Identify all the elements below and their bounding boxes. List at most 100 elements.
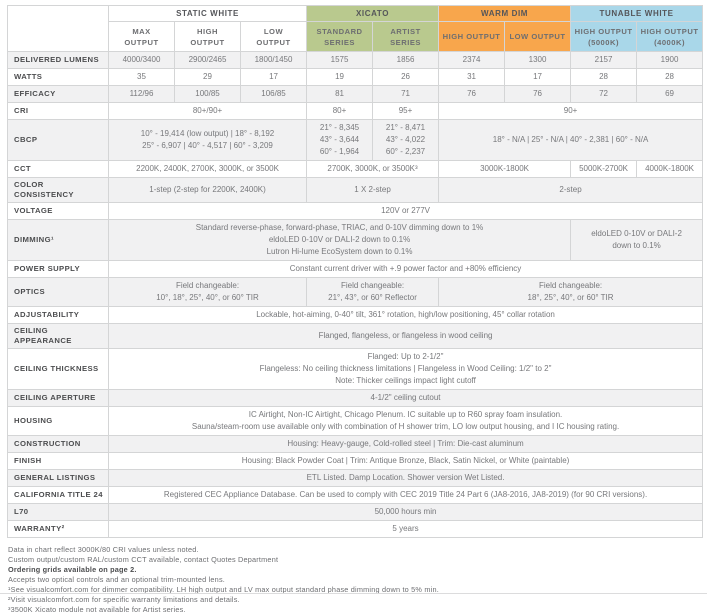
spec-row: COLOR CONSISTENCY 1-step (2-step for 2200… bbox=[7, 177, 704, 203]
spec-cell-line: eldoLED 0-10V or DALI-2 down to 0.1% bbox=[268, 235, 411, 244]
spec-cell: 106/85 bbox=[239, 85, 308, 103]
column-header-line: SERIES bbox=[324, 37, 355, 47]
spec-cell: Flanged, flangeless, or flangeless in wo… bbox=[107, 323, 704, 349]
spec-cell-line: 43° - 3,644 bbox=[319, 135, 360, 144]
row-label: CBCP bbox=[7, 119, 109, 161]
spec-cell: 28 bbox=[636, 68, 704, 86]
spec-cell: ETL Listed. Damp Location. Shower versio… bbox=[107, 469, 704, 487]
spec-cell: 21° - 8,345 43° - 3,644 60° - 1,964 bbox=[306, 119, 374, 161]
spec-cell-line: 21°, 43°, or 60° Reflector bbox=[328, 293, 417, 302]
row-label: OPTICS bbox=[7, 277, 109, 307]
row-label: HOUSING bbox=[7, 406, 109, 436]
spec-cell: 1300 bbox=[504, 51, 572, 69]
spec-cell: 4000/3400 bbox=[108, 51, 175, 69]
row-label: DELIVERED LUMENS bbox=[7, 51, 109, 69]
spec-cell: 100/85 bbox=[174, 85, 241, 103]
spec-cell: 1575 bbox=[306, 51, 374, 69]
footnote-line: ³3500K Xicato module not available for A… bbox=[8, 605, 186, 614]
spec-row: ADJUSTABILITY Lockable, hot-aiming, 0-40°… bbox=[7, 306, 704, 324]
spec-cell: 31 bbox=[438, 68, 506, 86]
footnotes: Data in chart reflect 3000K/80 CRI value… bbox=[7, 545, 701, 615]
spec-cell: 1800/1450 bbox=[239, 51, 308, 69]
spec-cell-line: 60° - 1,964 bbox=[319, 147, 360, 156]
page-bottom-divider bbox=[0, 593, 707, 594]
spec-cell-line: Flanged: Up to 2-1/2" bbox=[367, 352, 444, 361]
spec-cell-line: down to 0.1% bbox=[612, 241, 661, 250]
footnote-line: Data in chart reflect 3000K/80 CRI value… bbox=[8, 545, 199, 554]
spec-cell-line: Lutron Hi-lume EcoSystem down to 0.1% bbox=[266, 247, 413, 256]
spec-cell-line: Field changeable: bbox=[340, 281, 405, 290]
column-header-line: ARTIST bbox=[390, 26, 421, 36]
spec-row: CBCP 10° - 19,414 (low output) | 18° - 8,… bbox=[7, 119, 704, 161]
spec-row: HOUSING IC Airtight, Non-IC Airtight, Chi… bbox=[7, 406, 704, 436]
row-label: CEILING APPEARANCE bbox=[7, 323, 109, 349]
spec-row: DELIVERED LUMENS 4000/3400 2900/2465 1800/1… bbox=[7, 51, 704, 69]
spec-row: CEILING THICKNESS Flanged: Up to 2-1/2" Fl… bbox=[7, 348, 704, 390]
spec-cell-line: 21° - 8,345 bbox=[319, 123, 360, 132]
row-label: CONSTRUCTION bbox=[7, 435, 109, 453]
spec-cell: 2200K, 2400K, 2700K, 3000K, or 3500K bbox=[107, 160, 308, 178]
spec-cell: 69 bbox=[636, 85, 704, 103]
spec-cell: 19 bbox=[306, 68, 374, 86]
footnote-line: Custom output/custom RAL/custom CCT avai… bbox=[8, 555, 279, 564]
spec-cell: 1 X 2-step bbox=[306, 177, 440, 203]
spec-cell: 17 bbox=[239, 68, 308, 86]
group-header-tunable-white: TUNABLE WHITE bbox=[570, 5, 704, 22]
spec-row: DIMMING¹ Standard reverse-phase, forward-… bbox=[7, 219, 704, 261]
spec-row: WARRANTY² 5 years bbox=[7, 520, 704, 538]
column-header: ARTIST SERIES bbox=[372, 21, 440, 52]
spec-cell: 35 bbox=[108, 68, 175, 86]
spec-cell: 5 years bbox=[107, 520, 704, 538]
row-label: WATTS bbox=[7, 68, 109, 86]
spec-cell: 72 bbox=[570, 85, 638, 103]
row-label: L70 bbox=[7, 503, 109, 521]
spec-cell: Standard reverse-phase, forward-phase, T… bbox=[107, 219, 572, 261]
spec-row: CCT 2200K, 2400K, 2700K, 3000K, or 3500K 2… bbox=[7, 160, 704, 178]
spec-cell-line: IC Airtight, Non-IC Airtight, Chicago Pl… bbox=[248, 410, 563, 419]
spec-cell: 4000K-1800K bbox=[636, 160, 704, 178]
column-header: LOW OUTPUT bbox=[504, 21, 572, 52]
spec-cell: 81 bbox=[306, 85, 374, 103]
spec-row: WATTS 35 29 17 19 26 31 17 28 28 bbox=[7, 68, 704, 86]
spec-row: OPTICS Field changeable: 10°, 18°, 25°, 40… bbox=[7, 277, 704, 307]
column-header-line: LOW OUTPUT bbox=[509, 32, 566, 41]
spec-cell: 1900 bbox=[636, 51, 704, 69]
column-header-line: (5000K) bbox=[588, 37, 620, 47]
sub-header-row: MAX OUTPUT HIGH OUTPUT LOW OUTPUT STANDARD SERI… bbox=[8, 21, 704, 52]
spec-cell: 18° - N/A | 25° - N/A | 40° - 2,381 | 60… bbox=[438, 119, 704, 161]
spec-cell: 80+/90+ bbox=[107, 102, 308, 120]
row-label: POWER SUPPLY bbox=[7, 260, 109, 278]
spec-cell-line: 10° - 19,414 (low output) | 18° - 8,192 bbox=[140, 129, 275, 138]
spec-cell: Constant current driver with +.9 power f… bbox=[107, 260, 704, 278]
spec-cell: 90+ bbox=[438, 102, 704, 120]
row-label: CCT bbox=[7, 160, 109, 178]
spec-cell-line: eldoLED 0-10V or DALI-2 bbox=[591, 229, 682, 238]
group-header-xicato: XICATO bbox=[306, 5, 440, 22]
row-label: DIMMING¹ bbox=[7, 219, 109, 261]
column-header: HIGH OUTPUT (5000K) bbox=[570, 21, 638, 52]
row-label: CRI bbox=[7, 102, 109, 120]
spec-row: CEILING APPEARANCE Flanged, flangeless, o… bbox=[7, 323, 704, 349]
row-label: FINISH bbox=[7, 452, 109, 470]
spec-row: CEILING APERTURE 4-1/2" ceiling cutout bbox=[7, 389, 704, 407]
spec-cell: 2900/2465 bbox=[174, 51, 241, 69]
footnote-line: Accepts two optical controls and an opti… bbox=[8, 575, 226, 584]
spec-cell: 29 bbox=[174, 68, 241, 86]
column-header: HIGH OUTPUT (4000K) bbox=[636, 21, 704, 52]
spec-cell: 120V or 277V bbox=[107, 202, 704, 220]
column-header: STANDARD SERIES bbox=[306, 21, 374, 52]
row-label: GENERAL LISTINGS bbox=[7, 469, 109, 487]
spec-cell: 3000K-1800K bbox=[438, 160, 572, 178]
spec-cell: 10° - 19,414 (low output) | 18° - 8,192 2… bbox=[107, 119, 308, 161]
group-header-static-white: STATIC WHITE bbox=[107, 5, 308, 22]
spec-table: STATIC WHITE XICATO WARM DIM TUNABLE WHITE M… bbox=[7, 5, 704, 538]
column-header-line: (4000K) bbox=[654, 37, 686, 47]
column-header-line: LOW bbox=[263, 26, 284, 36]
spec-cell: 2157 bbox=[570, 51, 638, 69]
spec-cell-line: 43° - 4,022 bbox=[385, 135, 426, 144]
spec-cell: Field changeable: 21°, 43°, or 60° Reflec… bbox=[306, 277, 440, 307]
spec-cell: 1-step (2-step for 2200K, 2400K) bbox=[107, 177, 308, 203]
row-label: CEILING THICKNESS bbox=[7, 348, 109, 390]
column-header: LOW OUTPUT bbox=[239, 21, 308, 52]
